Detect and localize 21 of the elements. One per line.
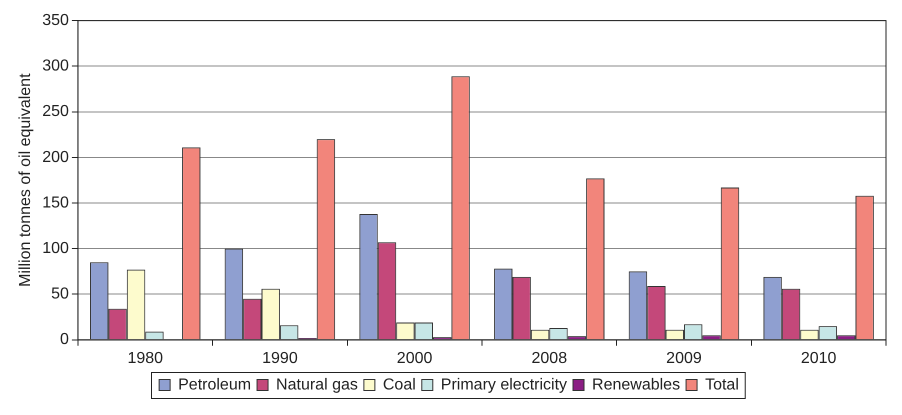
x-tick-label: 2010 [800, 350, 837, 367]
y-tick-label: 200 [42, 148, 69, 166]
legend-label: Renewables [592, 376, 680, 394]
y-tick-label: 0 [60, 331, 69, 348]
y-tick-label: 100 [42, 240, 69, 258]
legend-label: Primary electricity [440, 376, 568, 394]
x-tick-label: 1990 [262, 350, 298, 367]
y-tick-label: 50 [51, 286, 69, 303]
y-axis-title: Million tonnes of oil equivalent [17, 72, 34, 287]
y-tick-label: 350 [42, 12, 69, 30]
legend-label: Petroleum [178, 376, 252, 394]
legend-label: Coal [382, 376, 416, 394]
y-tick-label: 150 [42, 194, 69, 212]
x-tick-label: 2000 [396, 350, 433, 367]
legend-label: Total [705, 376, 739, 394]
y-tick-label: 300 [42, 58, 69, 75]
legend-label: Natural gas [276, 376, 358, 394]
x-tick-label: 2008 [531, 350, 568, 367]
x-tick-label: 2009 [666, 350, 702, 367]
x-tick-label: 1980 [127, 350, 164, 367]
y-tick-label: 250 [42, 103, 69, 120]
